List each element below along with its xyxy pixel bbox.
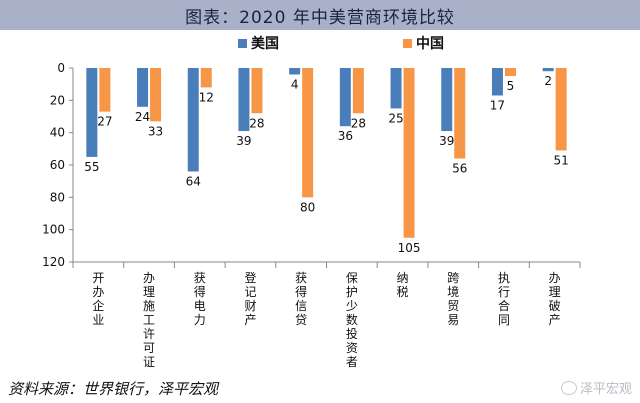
data-label: 25 [388, 111, 403, 125]
bar [403, 68, 415, 238]
data-label: 28 [249, 116, 264, 130]
bar [289, 68, 301, 75]
bar [200, 68, 212, 88]
x-tick-label: 办理施工许可证 [143, 270, 155, 369]
chart-title-bar: 图表：2020 年中美营商环境比较 [0, 0, 640, 30]
data-label: 5 [507, 79, 515, 93]
bar [150, 68, 162, 122]
bar [339, 68, 351, 127]
data-label: 39 [439, 134, 454, 148]
watermark: 泽平宏观 [560, 378, 632, 397]
data-label: 39 [236, 134, 251, 148]
x-tick-label: 办理破产 [549, 270, 561, 327]
data-label: 24 [135, 110, 150, 124]
bar [302, 68, 314, 198]
data-label: 51 [554, 153, 569, 167]
bar [352, 68, 364, 114]
y-tick-label: 120 [42, 255, 65, 269]
bar [390, 68, 402, 109]
x-tick-label: 纳税 [397, 271, 409, 299]
bar [137, 68, 149, 107]
watermark-text: 泽平宏观 [579, 382, 632, 397]
bar-chart: 美国 中国0204060801001205527开办企业2433办理施工许可证64… [42, 35, 581, 369]
chart-title: 图表：2020 年中美营商环境比较 [185, 7, 455, 28]
bar [99, 68, 111, 112]
data-label: 17 [490, 98, 505, 112]
x-tick-label: 跨境贸易 [447, 271, 459, 327]
legend-swatch [238, 39, 247, 48]
x-tick-label: 开办企业 [92, 271, 104, 327]
x-tick-label: 获得信贷 [295, 271, 307, 327]
wechat-icon [560, 380, 577, 395]
data-label: 105 [398, 241, 421, 255]
data-label: 28 [351, 116, 366, 130]
bar [251, 68, 263, 114]
legend-label: 美国 [251, 35, 279, 52]
data-label: 55 [84, 160, 99, 174]
bar [491, 68, 503, 96]
data-label: 80 [300, 200, 315, 214]
bar [86, 68, 98, 157]
data-label: 2 [544, 74, 552, 88]
bar [441, 68, 453, 132]
data-label: 12 [199, 90, 214, 104]
source-note: 资料来源：世界银行，泽平宏观 [8, 380, 219, 398]
x-tick-label: 获得电力 [194, 271, 206, 327]
y-tick-label: 100 [42, 223, 65, 237]
bar [454, 68, 466, 159]
data-label: 64 [186, 174, 201, 188]
data-label: 33 [148, 124, 163, 138]
bar [238, 68, 250, 132]
data-label: 36 [338, 129, 353, 143]
data-label: 4 [291, 77, 299, 91]
y-tick-label: 80 [50, 190, 65, 204]
legend-swatch [403, 39, 412, 48]
legend-label: 中国 [416, 35, 444, 52]
bar [504, 68, 516, 77]
data-label: 27 [97, 115, 112, 129]
x-tick-label: 保护少数投资者 [346, 271, 358, 369]
y-tick-label: 0 [57, 61, 65, 75]
bar [187, 68, 199, 172]
data-label: 56 [452, 162, 467, 176]
y-tick-label: 60 [50, 158, 65, 172]
y-tick-label: 40 [50, 126, 65, 140]
x-tick-label: 执行合同 [498, 271, 510, 327]
x-tick-label: 登记财产 [244, 270, 256, 327]
bar [555, 68, 567, 151]
bar [542, 68, 554, 72]
y-tick-label: 20 [50, 93, 65, 107]
